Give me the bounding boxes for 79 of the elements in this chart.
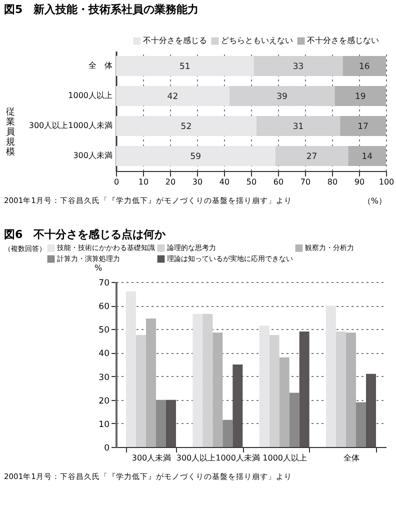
data-label: 14 — [362, 152, 373, 162]
bar — [222, 420, 233, 447]
data-label: 33 — [292, 62, 304, 72]
x-tick-label: 10 — [138, 178, 149, 186]
bar — [166, 400, 176, 447]
legend-label: 不十分さを感じない — [307, 36, 379, 45]
bar — [254, 56, 343, 76]
bar — [116, 86, 230, 106]
y-tick-label: 70 — [98, 278, 110, 288]
y-tick-label: 20 — [98, 396, 110, 406]
bar — [275, 146, 348, 166]
bar — [289, 392, 300, 447]
x-tick-label: 60 — [273, 178, 284, 186]
x-tick-label: 40 — [219, 178, 230, 186]
chart-title: 図6 不十分さを感じる点は何か — [4, 228, 167, 241]
bar — [340, 116, 386, 136]
y-tick-label: 全 体 — [88, 61, 112, 70]
bar — [336, 332, 346, 447]
x-tick-label: 全体 — [344, 454, 360, 462]
data-label: 51 — [179, 62, 190, 72]
bar — [342, 56, 386, 76]
bar — [356, 402, 366, 447]
bar — [279, 357, 290, 447]
x-tick-label: 100 — [378, 178, 394, 186]
x-tick-label: 1000人以上 — [262, 454, 308, 462]
chart-title: 図5 新入技能・技術系社員の業務能力 — [4, 3, 199, 16]
bar — [116, 56, 254, 76]
bar — [334, 86, 386, 106]
bar — [259, 326, 270, 447]
bar — [269, 335, 280, 447]
data-label: 42 — [167, 92, 178, 102]
data-label: 39 — [276, 92, 288, 102]
bar — [156, 400, 166, 447]
bar — [366, 374, 376, 447]
y-tick-label: 50 — [98, 326, 110, 336]
data-label: 19 — [354, 92, 366, 102]
data-label: 52 — [180, 122, 192, 132]
y-tick-label: 1000人以上 — [68, 91, 112, 100]
bar — [229, 86, 335, 106]
y-tick-label: 10 — [98, 420, 110, 430]
legend-label: 不十分さを感じる — [143, 36, 207, 45]
y-tick-label: 300人以上1000人未満 — [28, 121, 112, 130]
bar — [348, 146, 386, 166]
x-tick-label: 20 — [165, 178, 176, 186]
bar — [116, 146, 276, 166]
x-axis-title: （%） — [362, 196, 386, 206]
x-tick-label: 300人以上1000人未満 — [176, 454, 260, 462]
bar — [326, 306, 336, 447]
x-tick-label: 50 — [246, 178, 257, 186]
data-label: 17 — [358, 122, 368, 132]
bar — [232, 364, 243, 447]
legend-label: どちらともいえない — [221, 36, 293, 45]
bar — [192, 314, 203, 447]
x-tick-label: 90 — [354, 178, 365, 186]
bar — [212, 332, 223, 447]
y-tick-label: 40 — [98, 349, 110, 360]
bar — [136, 335, 146, 447]
data-label: 27 — [306, 152, 318, 162]
bar — [146, 318, 156, 447]
bar — [116, 116, 256, 136]
x-tick-label: 80 — [327, 178, 338, 186]
bar — [346, 332, 356, 447]
y-axis-title: 従業員規模 — [6, 106, 15, 158]
y-tick-label: 30 — [98, 372, 110, 383]
y-tick-label: 0 — [104, 444, 110, 454]
x-tick-label: 300人未満 — [132, 454, 172, 462]
x-tick-label: 30 — [192, 178, 203, 186]
data-label: 31 — [292, 122, 304, 132]
data-label: 59 — [190, 152, 202, 162]
bar — [256, 116, 340, 136]
y-axis-title: % — [94, 264, 102, 272]
bar — [202, 314, 213, 447]
bar — [299, 332, 310, 447]
x-tick-label: 70 — [300, 178, 311, 186]
y-tick-label: 300人未満 — [73, 151, 112, 160]
bar — [126, 291, 136, 447]
y-tick-label: 60 — [98, 302, 110, 312]
data-label: 16 — [358, 62, 370, 72]
x-tick-label: 0 — [114, 178, 120, 186]
